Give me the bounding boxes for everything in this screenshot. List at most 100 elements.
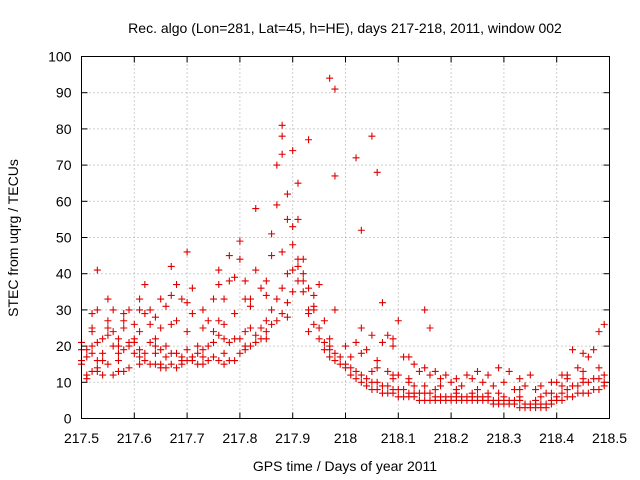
data-point bbox=[141, 310, 149, 318]
data-point bbox=[278, 121, 286, 129]
data-point bbox=[93, 338, 101, 346]
data-point bbox=[384, 331, 392, 339]
data-point bbox=[547, 396, 555, 404]
data-point bbox=[104, 331, 112, 339]
y-axis-label: STEC from uqrg / TECUs bbox=[5, 159, 21, 317]
data-point bbox=[342, 360, 349, 368]
data-point bbox=[347, 353, 355, 361]
data-point bbox=[569, 393, 577, 401]
data-point bbox=[579, 367, 587, 375]
data-point bbox=[400, 386, 408, 394]
data-point bbox=[373, 378, 381, 386]
data-point bbox=[474, 367, 481, 375]
data-point bbox=[289, 241, 297, 249]
y-tick-labels: 0 10 20 30 40 50 60 70 80 90 100 bbox=[48, 49, 72, 427]
data-point bbox=[99, 349, 107, 357]
data-point bbox=[109, 306, 117, 314]
data-point bbox=[426, 389, 434, 397]
data-point bbox=[246, 302, 254, 310]
y-tick-label: 20 bbox=[56, 338, 72, 354]
data-point bbox=[373, 357, 381, 365]
data-point bbox=[167, 291, 175, 299]
x-tick-label: 218.3 bbox=[486, 430, 521, 446]
data-point bbox=[236, 237, 244, 245]
data-point bbox=[178, 295, 186, 303]
data-point bbox=[532, 396, 540, 404]
data-point bbox=[479, 378, 487, 386]
data-point bbox=[378, 299, 386, 307]
data-point bbox=[283, 270, 291, 278]
x-tick-label: 217.5 bbox=[64, 430, 99, 446]
data-point bbox=[162, 302, 170, 310]
data-point bbox=[458, 382, 466, 390]
data-point bbox=[331, 357, 339, 365]
data-point bbox=[373, 386, 381, 394]
data-point bbox=[183, 328, 191, 336]
data-point bbox=[109, 342, 117, 350]
data-point bbox=[220, 349, 228, 357]
data-point bbox=[199, 306, 207, 314]
data-point bbox=[236, 335, 244, 343]
data-point bbox=[88, 324, 96, 332]
data-point bbox=[93, 266, 101, 274]
data-point bbox=[146, 320, 154, 328]
data-point bbox=[157, 295, 165, 303]
data-point bbox=[220, 295, 228, 303]
grid bbox=[81, 56, 610, 419]
data-point bbox=[210, 328, 217, 336]
data-point bbox=[468, 375, 476, 383]
x-tick-label: 218.2 bbox=[434, 430, 469, 446]
data-point bbox=[305, 284, 313, 292]
plot-frame bbox=[81, 56, 610, 419]
data-point bbox=[558, 382, 566, 390]
data-point bbox=[157, 324, 165, 332]
data-point bbox=[273, 161, 281, 169]
data-point bbox=[558, 396, 566, 404]
data-point bbox=[305, 328, 313, 336]
data-point bbox=[373, 168, 381, 176]
chart-title: Rec. algo (Lon=281, Lat=45, h=HE), days … bbox=[128, 20, 562, 36]
data-point bbox=[262, 277, 270, 285]
y-tick-label: 10 bbox=[56, 374, 72, 390]
data-point bbox=[357, 378, 365, 386]
data-point bbox=[326, 342, 334, 350]
data-point bbox=[151, 313, 159, 321]
data-point bbox=[320, 338, 328, 346]
data-point bbox=[595, 364, 603, 372]
data-point bbox=[88, 349, 96, 357]
data-point bbox=[231, 310, 239, 318]
data-point bbox=[283, 313, 291, 321]
data-point bbox=[326, 335, 334, 343]
data-point bbox=[389, 335, 397, 343]
data-point bbox=[526, 371, 534, 379]
data-point bbox=[146, 338, 154, 346]
data-point bbox=[595, 375, 603, 383]
data-point bbox=[384, 382, 392, 390]
data-point bbox=[225, 252, 233, 260]
data-point bbox=[88, 310, 96, 318]
data-point bbox=[130, 320, 138, 328]
data-point bbox=[326, 74, 334, 82]
data-point bbox=[204, 317, 212, 325]
data-point bbox=[331, 349, 339, 357]
data-point bbox=[310, 291, 318, 299]
y-tick-label: 80 bbox=[56, 121, 72, 137]
data-point bbox=[130, 349, 138, 357]
data-point bbox=[405, 375, 413, 383]
y-tick-label: 60 bbox=[56, 193, 72, 209]
data-point bbox=[363, 375, 371, 383]
data-point bbox=[315, 335, 323, 343]
data-point bbox=[220, 335, 228, 343]
data-point bbox=[595, 328, 603, 336]
data-point bbox=[415, 367, 423, 375]
data-point bbox=[215, 331, 223, 339]
data-point bbox=[283, 299, 291, 307]
data-point bbox=[231, 357, 239, 365]
data-point bbox=[268, 320, 276, 328]
data-point bbox=[204, 357, 212, 365]
data-point bbox=[537, 382, 545, 390]
data-point bbox=[590, 346, 598, 354]
data-point bbox=[136, 346, 144, 354]
data-point bbox=[400, 353, 408, 361]
data-point bbox=[257, 324, 265, 332]
